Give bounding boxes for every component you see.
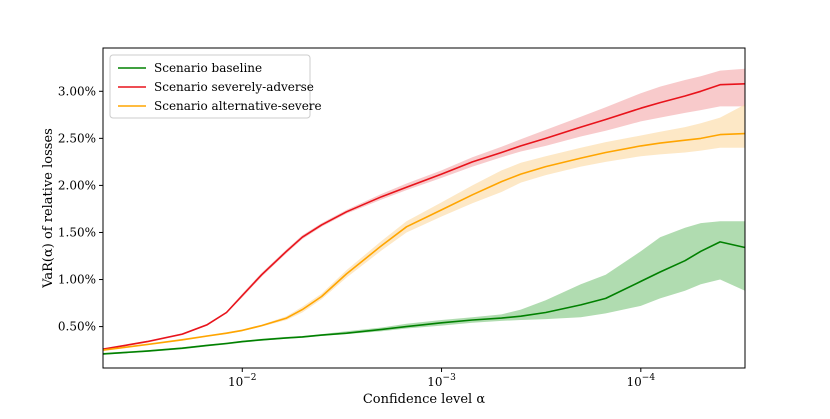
scenario-alternative-severe-band [103, 104, 745, 352]
x-tick-label: 10−3 [427, 373, 456, 389]
y-tick-label: 2.00% [58, 178, 96, 192]
scenario-baseline-line [102, 241, 746, 355]
scenario-severely-adverse-legend-label: Scenario severely-adverse [154, 80, 314, 94]
y-tick-label: 1.00% [58, 273, 96, 287]
x-axis: 10−2 10−3 10−4 [228, 368, 655, 389]
x-tick-label: 10−2 [228, 373, 257, 389]
legend: Scenario baseline Scenario severely-adver… [109, 54, 322, 119]
x-axis-label: Confidence level α [363, 392, 485, 407]
x-tick-label: 10−4 [627, 373, 656, 389]
plot-frame [102, 47, 746, 369]
series-lines [102, 83, 746, 355]
legend-box [109, 54, 311, 119]
y-tick-label: 0.50% [58, 320, 96, 334]
y-axis-label: VaR(α) of relative losses [41, 128, 56, 289]
y-tick-label: 1.50% [58, 225, 96, 239]
scenario-baseline-legend-label: Scenario baseline [154, 61, 262, 75]
scenario-alternative-severe-legend-label: Scenario alternative-severe [154, 99, 322, 113]
scenario-baseline-band [103, 221, 745, 355]
scenario-alternative-severe-line [102, 132, 746, 351]
y-axis: 0.50% 1.00% 1.50% 2.00% 2.50% 3.00% [58, 84, 103, 334]
y-tick-label: 2.50% [58, 131, 96, 145]
scenario-severely-adverse-line [102, 83, 746, 350]
y-tick-label: 3.00% [58, 84, 96, 98]
